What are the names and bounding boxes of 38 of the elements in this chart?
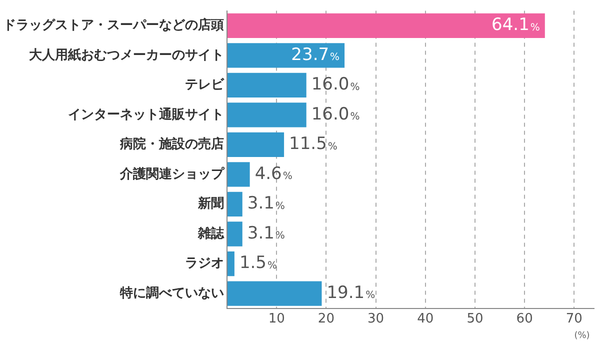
y-tick-label: 大人用紙おむつメーカーのサイト [29, 48, 224, 63]
bar [228, 222, 242, 246]
data-label: 16.0% [311, 74, 360, 95]
x-tick-label: 40 [417, 312, 434, 327]
bar [228, 102, 306, 128]
data-label: 23.7% [291, 44, 340, 65]
bar [228, 13, 545, 38]
x-tick-label: 20 [318, 312, 334, 327]
data-label: 16.0% [311, 104, 360, 124]
bar [228, 251, 234, 276]
y-tick-label: 新聞 [197, 196, 224, 212]
x-tick-label: 30 [368, 312, 384, 327]
data-label: 19.1% [326, 282, 376, 303]
x-tick-label: 10 [268, 312, 285, 327]
data-label: 3.1% [247, 194, 285, 214]
data-label: 1.5% [239, 253, 277, 274]
y-tick-label: インターネット通販サイト [68, 106, 224, 122]
x-tick-label: 60 [516, 312, 533, 327]
x-axis-title: (%) [574, 330, 590, 341]
bar [228, 43, 345, 68]
x-tick-label: 70 [566, 312, 582, 327]
data-label: 64.1% [492, 15, 540, 36]
bar [228, 72, 306, 98]
data-label: 3.1% [247, 223, 285, 244]
y-tick-label: 介護関連ショップ [119, 166, 225, 182]
y-tick-label: ドラッグストア・スーパーなどの店頭 [3, 17, 224, 34]
y-tick-label: 特に調べていない [119, 284, 224, 301]
x-tick-label: 50 [466, 312, 484, 327]
y-tick-label: 病院・施設の売店 [119, 136, 224, 152]
y-tick-label: テレビ [185, 78, 225, 93]
bar [228, 132, 284, 158]
bar [228, 281, 322, 306]
y-tick-label: ラジオ [185, 256, 224, 272]
data-label: 4.6% [254, 164, 292, 184]
data-label: 11.5% [289, 134, 338, 154]
bar [228, 192, 242, 217]
y-tick-label: 雑誌 [197, 225, 225, 242]
bar [228, 162, 250, 187]
